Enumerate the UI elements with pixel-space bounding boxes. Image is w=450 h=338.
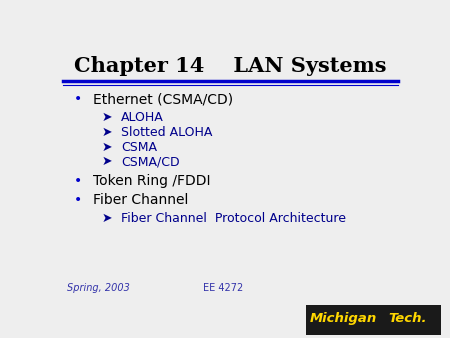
Text: ➤: ➤ — [102, 141, 112, 153]
Text: Token Ring /FDDI: Token Ring /FDDI — [93, 174, 210, 188]
Text: •: • — [74, 174, 82, 188]
Text: CSMA: CSMA — [121, 141, 157, 153]
Text: Slotted ALOHA: Slotted ALOHA — [121, 126, 212, 139]
Text: Fiber Channel: Fiber Channel — [93, 193, 188, 207]
Text: Spring, 2003: Spring, 2003 — [67, 283, 130, 293]
Text: ➤: ➤ — [102, 111, 112, 124]
Text: Fiber Channel  Protocol Architecture: Fiber Channel Protocol Architecture — [121, 212, 346, 224]
Text: •: • — [74, 92, 82, 106]
Text: ➤: ➤ — [102, 212, 112, 224]
Text: EE 4272: EE 4272 — [202, 283, 243, 293]
Text: ➤: ➤ — [102, 155, 112, 168]
Text: •: • — [74, 193, 82, 207]
Text: Ethernet (CSMA/CD): Ethernet (CSMA/CD) — [93, 92, 233, 106]
Text: CSMA/CD: CSMA/CD — [121, 155, 180, 168]
Text: Michigan: Michigan — [310, 312, 377, 325]
FancyBboxPatch shape — [306, 305, 441, 335]
Text: Tech.: Tech. — [388, 312, 427, 325]
Text: Chapter 14    LAN Systems: Chapter 14 LAN Systems — [74, 56, 387, 76]
Text: ALOHA: ALOHA — [121, 111, 163, 124]
Text: ➤: ➤ — [102, 126, 112, 139]
